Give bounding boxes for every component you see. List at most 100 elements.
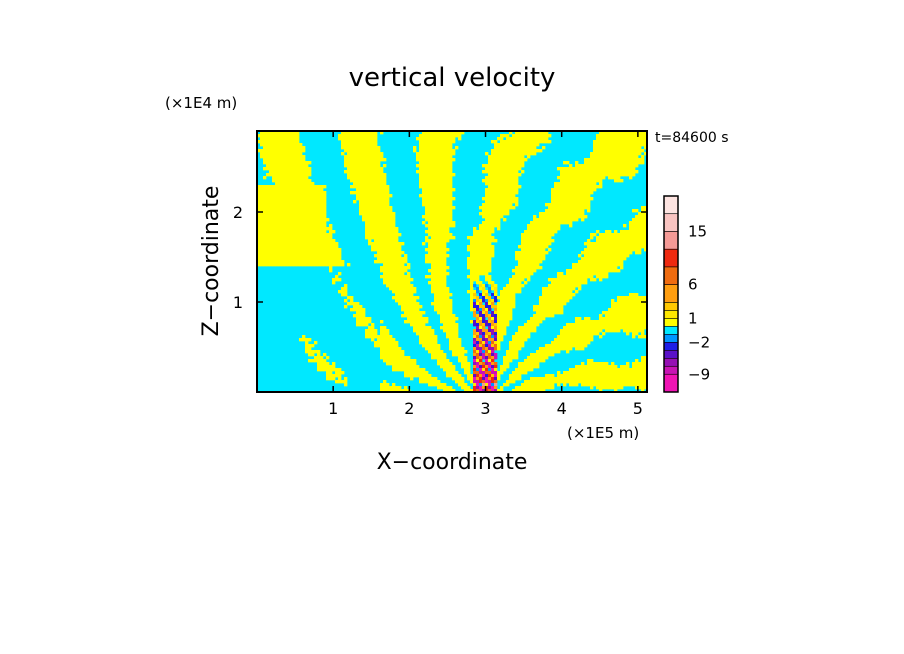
field-cell — [626, 131, 630, 135]
field-cell — [614, 170, 618, 174]
field-cell — [473, 302, 477, 306]
field-cell — [305, 338, 309, 342]
field-cell — [599, 185, 603, 189]
field-cell — [419, 161, 423, 165]
field-cell — [533, 359, 537, 363]
field-cell — [632, 302, 636, 306]
field-cell — [287, 257, 291, 261]
field-cell — [584, 254, 588, 258]
field-cell — [317, 203, 321, 207]
field-cell — [512, 155, 516, 159]
field-cell — [494, 161, 498, 165]
field-cell — [542, 251, 546, 255]
field-cell — [581, 251, 585, 255]
field-cell — [263, 221, 267, 225]
field-cell — [437, 251, 441, 255]
field-cell — [440, 233, 444, 237]
field-cell — [611, 302, 615, 306]
field-cell — [626, 242, 630, 246]
field-cell — [569, 278, 573, 282]
field-cell — [593, 173, 597, 177]
field-cell — [428, 206, 432, 210]
field-cell — [473, 359, 477, 363]
field-cell — [416, 155, 420, 159]
field-cell — [593, 242, 597, 246]
field-cell — [266, 257, 270, 261]
field-cell — [419, 317, 423, 321]
field-cell — [302, 242, 306, 246]
field-cell — [434, 215, 438, 219]
field-cell — [440, 191, 444, 195]
field-cell — [491, 176, 495, 180]
field-cell — [515, 332, 519, 336]
field-cell — [530, 263, 534, 267]
field-cell — [368, 164, 372, 168]
field-cell — [443, 248, 447, 252]
field-cell — [614, 317, 618, 321]
field-cell — [368, 149, 372, 153]
field-cell — [566, 203, 570, 207]
field-cell — [497, 227, 501, 231]
field-cell — [317, 188, 321, 192]
field-cell — [428, 230, 432, 234]
field-cell — [617, 308, 621, 312]
field-cell — [299, 236, 303, 240]
field-cell — [494, 356, 498, 360]
field-cell — [578, 188, 582, 192]
field-cell — [404, 269, 408, 273]
field-cell — [497, 209, 501, 213]
field-cell — [491, 305, 495, 309]
field-cell — [347, 167, 351, 171]
field-cell — [263, 185, 267, 189]
field-cell — [422, 134, 426, 138]
field-cell — [503, 314, 507, 318]
field-cell — [593, 245, 597, 249]
field-cell — [542, 359, 546, 363]
field-cell — [383, 329, 387, 333]
field-cell — [506, 134, 510, 138]
field-cell — [326, 257, 330, 261]
field-cell — [587, 203, 591, 207]
field-cell — [353, 155, 357, 159]
field-cell — [629, 329, 633, 333]
field-cell — [308, 233, 312, 237]
field-cell — [593, 248, 597, 252]
field-cell — [479, 317, 483, 321]
field-cell — [428, 260, 432, 264]
field-cell — [365, 332, 369, 336]
field-cell — [641, 218, 645, 222]
field-cell — [530, 236, 534, 240]
field-cell — [386, 233, 390, 237]
field-cell — [533, 230, 537, 234]
field-cell — [620, 230, 624, 234]
field-cell — [323, 248, 327, 252]
field-cell — [323, 197, 327, 201]
field-cell — [560, 293, 564, 297]
field-cell — [320, 248, 324, 252]
field-cell — [476, 254, 480, 258]
field-cell — [644, 245, 647, 249]
field-cell — [473, 353, 477, 357]
field-cell — [569, 167, 573, 171]
field-cell — [626, 329, 630, 333]
field-cell — [377, 203, 381, 207]
field-cell — [533, 329, 537, 333]
field-cell — [425, 164, 429, 168]
field-cell — [317, 191, 321, 195]
field-cell — [599, 158, 603, 162]
field-cell — [371, 170, 375, 174]
field-cell — [614, 230, 618, 234]
field-cell — [488, 323, 492, 327]
field-cell — [320, 212, 324, 216]
field-cell — [578, 197, 582, 201]
field-cell — [365, 221, 369, 225]
field-cell — [635, 218, 639, 222]
field-cell — [290, 191, 294, 195]
field-cell — [410, 284, 414, 288]
field-cell — [308, 242, 312, 246]
field-cell — [584, 191, 588, 195]
field-cell — [257, 224, 261, 228]
field-cell — [563, 281, 567, 285]
field-cell — [518, 164, 522, 168]
